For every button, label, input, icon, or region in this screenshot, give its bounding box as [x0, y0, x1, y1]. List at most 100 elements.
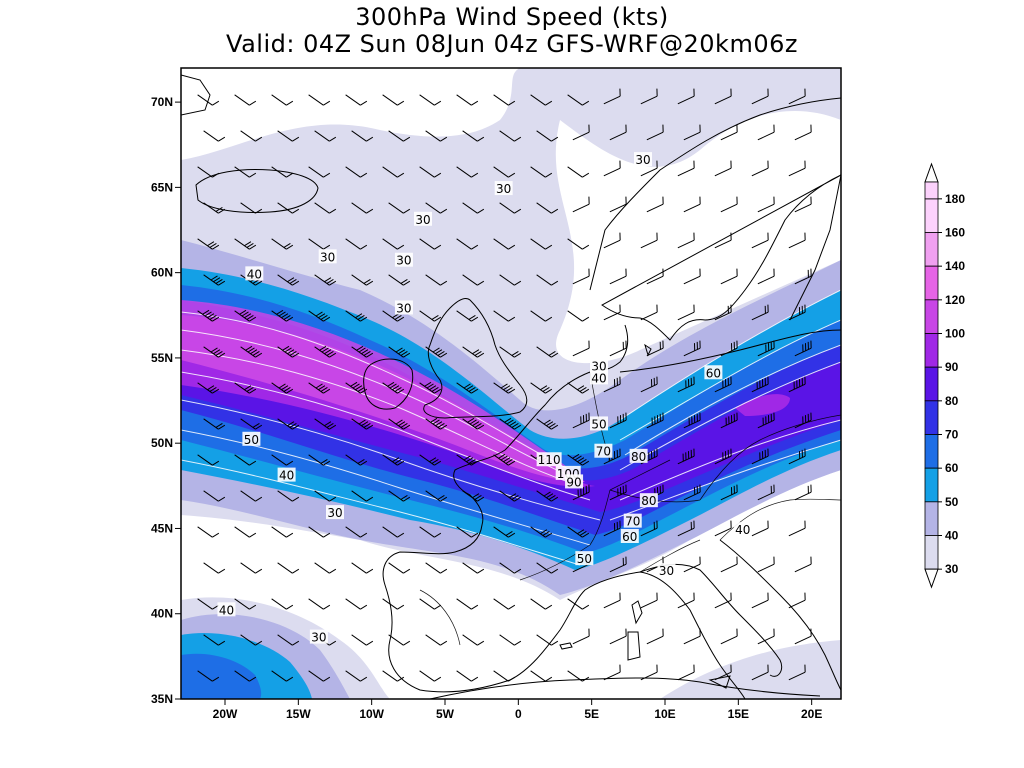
colorbar-label: 80 [945, 394, 959, 408]
contour-label-text: 90 [566, 475, 581, 489]
wind-barb [794, 412, 812, 429]
wind-barb [751, 304, 769, 321]
contour-label: 30 [634, 152, 652, 167]
colorbar-swatch [924, 265, 939, 301]
wind-barb [314, 202, 337, 214]
wind-barb [640, 160, 658, 177]
wind-barb [351, 562, 374, 574]
wind-barb [720, 628, 738, 645]
wind-barb [345, 598, 368, 610]
wind-barb [720, 196, 738, 213]
shade-90-east [735, 394, 790, 416]
contour-label: 30 [394, 300, 413, 315]
wind-barb [794, 268, 812, 285]
contour-label-text: 40 [219, 603, 234, 617]
wind-barb [234, 94, 257, 106]
lat-tick-label: 35N [151, 692, 173, 706]
wind-barb [677, 232, 695, 249]
britain-coast [423, 297, 528, 419]
contour-label: 30 [657, 563, 676, 578]
coastlines [181, 74, 841, 699]
contour-label-text: 40 [735, 523, 750, 537]
contour-label: 110 [536, 452, 562, 467]
wind-barb [456, 598, 479, 610]
colorbar-swatch [924, 198, 939, 233]
wind-barb [456, 382, 479, 394]
wind-barb [720, 340, 738, 357]
wind-barb [683, 628, 701, 645]
chart-title: 300hPa Wind Speed (kts) [355, 3, 669, 31]
map-frame [180, 67, 842, 700]
wind-barb [197, 166, 220, 178]
latitude-axis: 70N 65N 60N 55N 50N 45N 40N 35N [151, 95, 181, 706]
lat-tick-label: 60N [151, 266, 173, 280]
wind-barb [499, 417, 522, 430]
wind-barb [640, 304, 658, 321]
wind-barb [720, 412, 738, 429]
wind-barb [314, 490, 337, 502]
wind-barb [572, 628, 590, 645]
contour-label: 40 [245, 266, 264, 281]
wind-barb [714, 520, 732, 537]
contour-label-text: 40 [591, 371, 606, 385]
wind-barb [419, 670, 442, 682]
wind-barb [388, 274, 411, 286]
colorbar-label: 70 [945, 428, 959, 442]
wind-barb [314, 562, 337, 574]
wind-barb [240, 345, 263, 358]
wind-barb [234, 526, 257, 538]
contour-label-text: 30 [327, 506, 342, 520]
wind-barb [499, 130, 522, 142]
lon-tick-label: 10E [654, 707, 675, 721]
lat-tick-label: 40N [151, 607, 173, 621]
shade-30-southeast [660, 640, 841, 699]
wind-barb [456, 238, 479, 250]
wind-barb [609, 196, 627, 213]
wind-barb [462, 202, 485, 214]
wind-barb [751, 448, 769, 465]
wind-barb [794, 484, 812, 501]
contour-label-text: 30 [635, 153, 650, 167]
contour-label: 30 [494, 181, 513, 196]
wind-barb [382, 454, 405, 466]
wind-barb [714, 376, 732, 393]
wind-barb [536, 202, 559, 214]
wind-barb [751, 232, 769, 249]
wind-barb [493, 238, 516, 250]
contour-label-text: 50 [577, 552, 592, 566]
wind-barb [714, 160, 732, 177]
wind-barb [308, 382, 331, 394]
wind-barb [388, 346, 411, 358]
wind-barb [677, 592, 695, 609]
greenland-coast [181, 74, 211, 116]
wind-barb [388, 634, 411, 646]
wind-barb [425, 346, 448, 358]
wind-barb [382, 166, 405, 178]
wind-barb [499, 202, 522, 214]
wind-barb [499, 274, 522, 286]
wind-barb [720, 268, 738, 285]
wind-barb [603, 592, 621, 609]
contour-label: 80 [639, 493, 658, 508]
wind-barb [572, 340, 590, 357]
lon-tick-label: 5E [584, 707, 599, 721]
wind-barb [567, 94, 590, 106]
wind-barb [462, 130, 485, 142]
wind-barb [197, 526, 220, 538]
wind-barb [314, 345, 337, 358]
wind-barb [603, 520, 621, 537]
colorbar-swatch [924, 181, 939, 200]
wind-barb [493, 310, 516, 322]
lon-tick-label: 20W [213, 707, 238, 721]
wind-barb [794, 628, 812, 645]
wind-barb [609, 124, 627, 141]
wind-barb [382, 238, 405, 250]
wind-barb [456, 526, 479, 538]
contour-label: 40 [217, 602, 236, 617]
wind-barb [794, 340, 812, 357]
wind-barb [425, 634, 448, 646]
contour-label-text: 60 [706, 366, 721, 380]
contour-label: 50 [242, 431, 261, 447]
contour-label-text: 60 [622, 530, 637, 544]
